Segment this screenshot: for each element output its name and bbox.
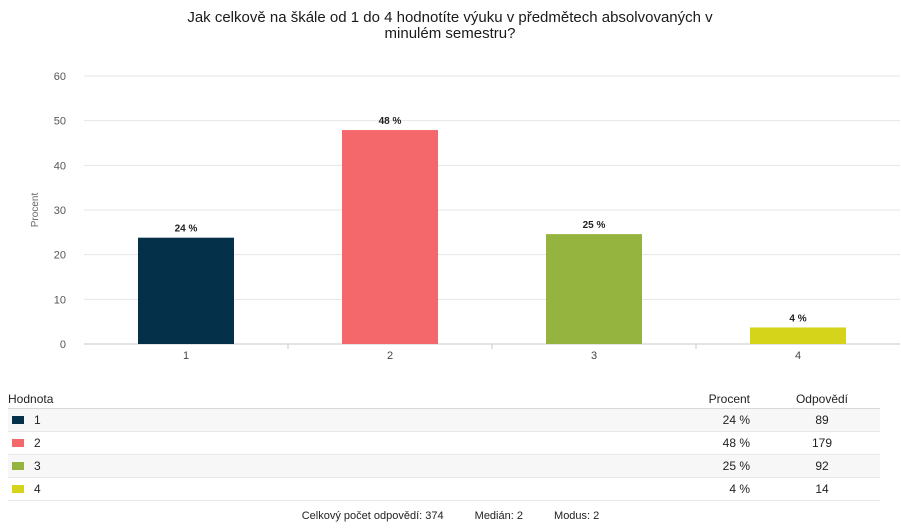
row-procent: 25 %	[722, 459, 750, 473]
y-axis-label: Procent	[30, 193, 41, 228]
x-tick-label: 1	[183, 350, 189, 362]
legend-swatch	[12, 439, 24, 447]
row-label: 4	[34, 482, 41, 496]
data-label: 4 %	[789, 313, 806, 324]
chart-title: Jak celkově na škále od 1 do 4 hodnotíte…	[60, 10, 840, 42]
legend-table-header: Hodnota Procent Odpovědí	[8, 388, 880, 409]
row-procent: 48 %	[722, 436, 750, 450]
chart-title-line-2: minulém semestru?	[384, 25, 516, 42]
summary-modus: Modus: 2	[554, 510, 600, 522]
chart-title-line-1: Jak celkově na škále od 1 do 4 hodnotíte…	[187, 9, 713, 26]
row-procent: 24 %	[722, 413, 750, 427]
table-row: 3 25 % 92	[8, 455, 880, 478]
legend-table: Hodnota Procent Odpovědí 1 24 % 89 2 48 …	[8, 388, 880, 501]
data-label: 48 %	[379, 116, 402, 127]
y-tick-label: 20	[54, 250, 66, 262]
bar	[138, 237, 234, 344]
row-procent: 4 %	[729, 482, 750, 496]
header-odpovedi: Odpovědí	[795, 392, 849, 406]
row-odpovedi: 89	[815, 413, 829, 427]
bar	[546, 234, 642, 344]
legend-swatch	[12, 462, 24, 470]
y-tick-label: 10	[54, 294, 66, 306]
x-tick-label: 4	[795, 350, 801, 362]
y-tick-label: 60	[54, 71, 66, 83]
legend-swatch	[12, 485, 24, 493]
bar	[750, 327, 846, 344]
summary-bar: Celkový počet odpovědí: 374 Medián: 2 Mo…	[0, 510, 901, 522]
row-odpovedi: 92	[815, 459, 829, 473]
x-tick-label: 2	[387, 350, 393, 362]
bar	[342, 130, 438, 344]
table-row: 1 24 % 89	[8, 409, 880, 432]
row-label: 2	[34, 436, 41, 450]
header-procent: Procent	[708, 392, 750, 406]
y-tick-label: 0	[60, 339, 66, 351]
y-tick-label: 30	[54, 205, 66, 217]
data-label: 24 %	[175, 224, 198, 235]
legend-swatch	[12, 416, 24, 424]
header-hodnota: Hodnota	[8, 392, 54, 406]
bar-chart: 0 10 20 30 40 50 60 Procent 24 % 1 48 % 2 25 % 3 4 % 4	[30, 71, 900, 362]
y-tick-label: 50	[54, 116, 66, 128]
x-tick-label: 3	[591, 350, 597, 362]
summary-median: Medián: 2	[474, 510, 523, 522]
summary-total: Celkový počet odpovědí: 374	[301, 510, 444, 522]
table-row: 4 4 % 14	[8, 478, 880, 501]
row-label: 1	[34, 413, 41, 427]
table-row: 2 48 % 179	[8, 432, 880, 455]
data-label: 25 %	[583, 220, 606, 231]
row-label: 3	[34, 459, 41, 473]
row-odpovedi: 179	[811, 436, 833, 450]
row-odpovedi: 14	[815, 482, 829, 496]
y-tick-label: 40	[54, 160, 66, 172]
